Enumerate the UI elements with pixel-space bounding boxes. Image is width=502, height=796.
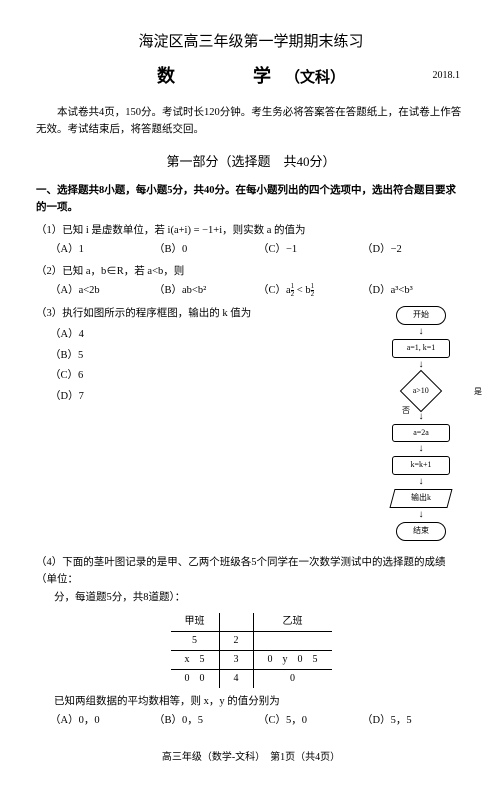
q4-opt-b: （B）0，5 (154, 713, 258, 730)
q3-opt-c: （C）6 (50, 368, 370, 385)
question-4: （4）下面的茎叶图记录的是甲、乙两个班级各5个同学在一次数学测试中的选择题的成绩… (36, 555, 466, 589)
question-4-cont: 分，每道题5分，共8道题）： (54, 590, 466, 607)
q2-opt-a: （A）a<2b (50, 283, 154, 300)
q4-options: （A）0，0 （B）0，5 （C）5，0 （D）5，5 (50, 713, 466, 730)
flow-end: 结束 (396, 522, 446, 541)
q2-options: （A）a<2b （B）ab<b² （C）a12 < b12 （D）a³<b³ (50, 283, 466, 300)
table-cell: 0 0 (171, 670, 220, 689)
exam-date: 2018.1 (433, 68, 461, 84)
subject: 数 学 (157, 66, 285, 86)
flowchart: 开始 ↓ a=1, k=1 ↓ a>10 是 否 ↓ a=2a ↓ k=k+1 … (376, 302, 466, 545)
subtitle-row: 数 学（文科） 2018.1 (36, 62, 466, 91)
q3-opt-d: （D）7 (50, 389, 370, 406)
q1-opt-a: （A）1 (50, 242, 154, 259)
arrow-icon: ↓ (376, 360, 466, 370)
table-head-right: 乙班 (253, 613, 332, 632)
table-cell (253, 632, 332, 651)
arrow-icon: ↓ (376, 412, 466, 422)
table-cell: x 5 (171, 651, 220, 670)
question-1: （1）已知 i 是虚数单位，若 i(a+i) = −1+i，则实数 a 的值为 (36, 223, 466, 240)
part-1-heading: 第一部分（选择题 共40分） (36, 152, 466, 173)
flow-init: a=1, k=1 (392, 339, 450, 358)
q1-opt-d: （D）−2 (362, 242, 466, 259)
arrow-icon: ↓ (376, 327, 466, 337)
q1-options: （A）1 （B）0 （C）−1 （D）−2 (50, 242, 466, 259)
q2-opt-d: （D）a³<b³ (362, 283, 466, 300)
table-cell: 2 (219, 632, 253, 651)
table-head-left: 甲班 (171, 613, 220, 632)
flow-no: 否 (402, 405, 410, 418)
subject-type: （文科） (285, 70, 345, 86)
table-cell: 4 (219, 670, 253, 689)
table-cell: 5 (171, 632, 220, 651)
flow-step2: k=k+1 (392, 456, 450, 475)
q3-opt-b: （B）5 (50, 348, 370, 365)
q3-opt-a: （A）4 (50, 327, 370, 344)
q4-opt-d: （D）5，5 (362, 713, 466, 730)
arrow-icon: ↓ (376, 510, 466, 520)
q2-opt-b: （B）ab<b² (154, 283, 258, 300)
q3-options: （A）4 （B）5 （C）6 （D）7 (50, 325, 370, 408)
section-1-heading: 一、选择题共8小题，每小题5分，共40分。在每小题列出的四个选项中，选出符合题目… (36, 183, 466, 217)
page-footer: 高三年级（数学-文科） 第1页（共4页） (36, 750, 466, 766)
page-title: 海淀区高三年级第一学期期末练习 (36, 30, 466, 54)
table-cell: 0 (253, 670, 332, 689)
q2-opt-c: （C）a12 < b12 (258, 283, 362, 300)
table-cell: 3 (219, 651, 253, 670)
q1-opt-c: （C）−1 (258, 242, 362, 259)
q4-opt-a: （A）0，0 (50, 713, 154, 730)
question-2: （2）已知 a，b∈R，若 a<b，则 (36, 264, 466, 281)
flow-yes: 是 (474, 386, 482, 399)
flow-step1: a=2a (392, 424, 450, 443)
table-cell: 0 y 0 5 (253, 651, 332, 670)
arrow-icon: ↓ (376, 444, 466, 454)
q1-opt-b: （B）0 (154, 242, 258, 259)
q4-opt-c: （C）5，0 (258, 713, 362, 730)
flow-start: 开始 (396, 306, 446, 325)
intro-text: 本试卷共4页，150分。考试时长120分钟。考生务必将答案答在答题纸上，在试卷上… (36, 105, 466, 139)
flow-output: 输出k (389, 489, 452, 508)
question-4-tail: 已知两组数据的平均数相等，则 x，y 的值分别为 (54, 694, 466, 711)
stem-leaf-table: 甲班 乙班 5 2 x 5 3 0 y 0 5 0 0 4 0 (171, 613, 332, 688)
arrow-icon: ↓ (376, 477, 466, 487)
